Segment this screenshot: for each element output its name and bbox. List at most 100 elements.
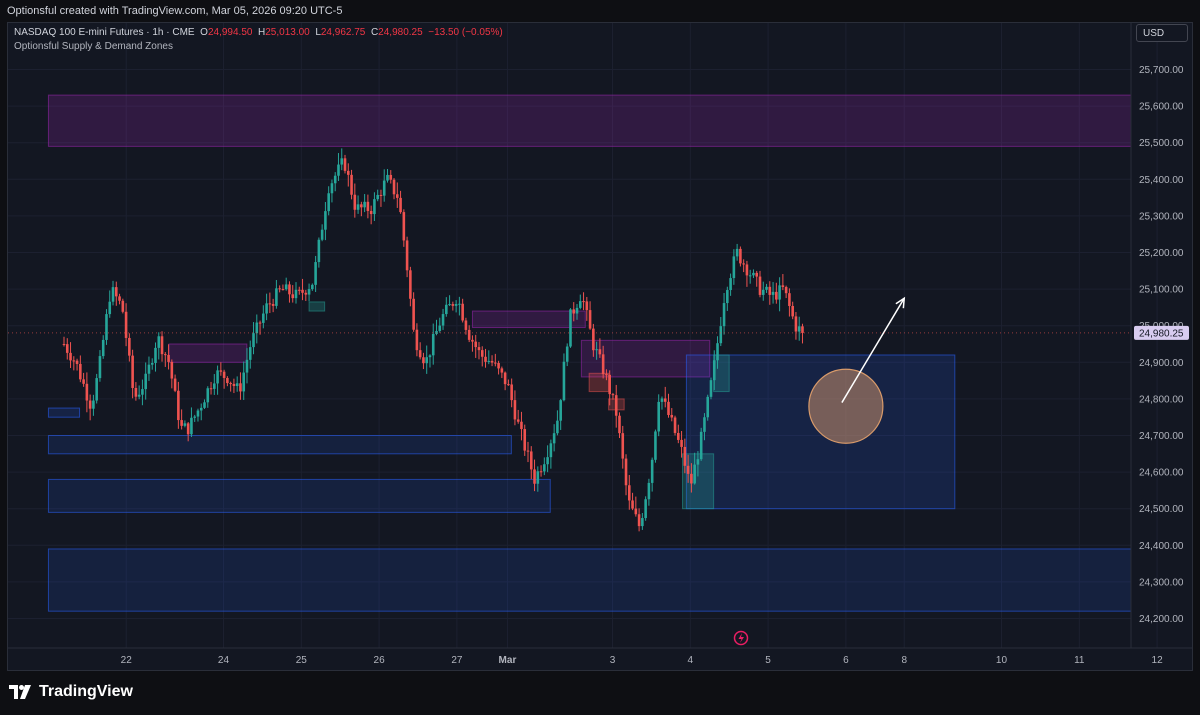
candle-down [402,212,406,241]
candle-down [683,446,687,466]
candle-down [601,354,605,375]
y-tick-label: 24,200.00 [1139,614,1184,625]
close-key: C [370,27,379,38]
candle-up [761,289,765,295]
candle-up [732,256,736,279]
candle-down [758,276,762,295]
candle-down [304,292,308,295]
candle-down [85,383,89,401]
candle-down [631,500,634,509]
candle-up [386,174,389,181]
candle-down [608,374,611,395]
candle-up [183,423,187,426]
candle-up [216,370,219,384]
candle-up [562,361,566,401]
candle-up [716,343,719,361]
lightning-alert-icon[interactable] [733,630,749,646]
candle-up [641,518,644,527]
candle-up [307,289,311,295]
candle-up [445,304,448,315]
candle-up [735,248,739,257]
demand-zone [47,478,551,513]
candle-down [461,303,464,321]
candle-down [418,350,422,358]
y-tick-label: 24,400.00 [1139,541,1184,552]
candle-up [712,360,716,381]
candle-up [549,443,553,458]
candle-up [546,457,549,465]
legend-ohlc-row: NASDAQ 100 E-mini Futures · 1h · CME O24… [14,27,503,38]
candle-down [395,194,399,198]
candle-down [278,288,281,290]
candle-up [98,356,102,379]
candle-down [297,289,301,291]
candle-down [592,328,595,351]
candle-down [229,383,232,385]
x-tick-label: 3 [610,655,616,666]
candle-up [340,158,344,165]
last-price-label: 24,980.25 [1139,328,1184,339]
y-tick-label: 25,300.00 [1139,211,1184,222]
candle-down [497,363,500,369]
tradingview-brand[interactable]: TradingView [9,683,133,701]
candle-down [69,352,72,361]
projection-arrow [841,297,905,403]
x-tick-label: 10 [996,655,1008,666]
candle-down [222,371,226,378]
brand-name: TradingView [39,683,133,700]
x-tick-label: 25 [296,655,308,666]
candle-down [258,322,262,324]
y-tick-label: 24,800.00 [1139,394,1184,405]
candle-down [614,395,618,416]
candle-up [206,388,210,403]
indicator-label[interactable]: Optionsful Supply & Demand Zones [14,41,173,52]
low-value: 24,962.75 [320,27,366,38]
candle-down [271,304,275,306]
candle-down [513,400,517,420]
candle-down [618,415,621,434]
candle-down [75,360,79,364]
candle-down [477,347,481,351]
candle-up [699,431,703,460]
candle-down [124,311,128,338]
candle-down [186,423,190,435]
candle-up [722,303,726,327]
candle-up [314,262,317,285]
candle-up [137,394,141,397]
candle-down [350,174,353,195]
demand-zone [47,407,81,418]
candle-down [588,310,592,329]
candle-down [529,451,533,470]
candle-down [572,309,576,314]
currency-button[interactable]: USD [1136,24,1188,42]
candle-down [288,284,291,295]
candle-down [611,394,615,396]
x-tick-label: 11 [1074,655,1085,666]
candle-up [196,410,200,417]
candle-down [422,357,425,364]
candle-down [634,508,638,515]
candle-up [660,398,664,402]
candle-up [559,400,562,421]
candle-down [500,368,504,373]
candle-down [503,372,507,385]
candle-down [755,272,759,277]
candle-up [245,359,249,373]
candle-up [438,325,442,331]
candle-up [726,290,729,304]
plot-area[interactable] [47,94,1192,612]
candle-down [128,337,131,356]
candle-up [765,286,768,290]
created-caption: Optionsful created with TradingView.com,… [7,5,343,17]
candle-up [569,309,572,347]
candle-up [363,201,366,208]
candle-down [516,419,520,422]
high-key: H [258,27,266,38]
candle-down [624,458,628,486]
candle-down [412,298,415,330]
candle-up [105,314,108,340]
candle-up [696,459,700,465]
candle-up [654,431,657,460]
candle-down [621,433,625,459]
